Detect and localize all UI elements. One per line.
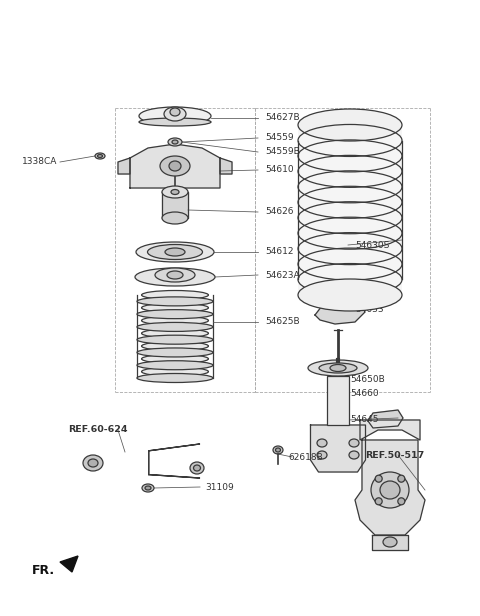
Ellipse shape bbox=[147, 245, 203, 259]
Polygon shape bbox=[220, 158, 232, 174]
Ellipse shape bbox=[88, 459, 98, 467]
Ellipse shape bbox=[375, 498, 382, 505]
Ellipse shape bbox=[142, 329, 208, 338]
Text: 54626: 54626 bbox=[265, 208, 293, 216]
Text: 54645: 54645 bbox=[350, 416, 379, 424]
Ellipse shape bbox=[308, 360, 368, 376]
Ellipse shape bbox=[139, 118, 211, 126]
Ellipse shape bbox=[95, 153, 105, 159]
Ellipse shape bbox=[142, 367, 208, 376]
Text: 31109: 31109 bbox=[205, 482, 234, 492]
Ellipse shape bbox=[298, 109, 402, 141]
Ellipse shape bbox=[317, 439, 327, 447]
Ellipse shape bbox=[142, 354, 208, 363]
Ellipse shape bbox=[142, 484, 154, 492]
Ellipse shape bbox=[170, 108, 180, 116]
Ellipse shape bbox=[160, 156, 190, 176]
Ellipse shape bbox=[398, 498, 405, 505]
Bar bbox=[327, 376, 349, 425]
Ellipse shape bbox=[371, 472, 409, 508]
Ellipse shape bbox=[165, 248, 185, 256]
Text: 54633: 54633 bbox=[355, 306, 384, 315]
Polygon shape bbox=[360, 420, 420, 440]
Ellipse shape bbox=[137, 310, 213, 318]
Ellipse shape bbox=[168, 138, 182, 146]
Text: 62618B: 62618B bbox=[288, 453, 323, 463]
Ellipse shape bbox=[137, 297, 213, 306]
Ellipse shape bbox=[135, 268, 215, 286]
Polygon shape bbox=[315, 298, 365, 324]
Text: FR.: FR. bbox=[32, 564, 55, 577]
Ellipse shape bbox=[97, 155, 103, 158]
Ellipse shape bbox=[171, 190, 179, 195]
Text: 54559B: 54559B bbox=[265, 147, 300, 155]
Ellipse shape bbox=[167, 271, 183, 279]
Ellipse shape bbox=[164, 107, 186, 121]
Ellipse shape bbox=[142, 303, 208, 312]
Text: 54623A: 54623A bbox=[265, 270, 300, 280]
Polygon shape bbox=[149, 444, 200, 478]
Ellipse shape bbox=[317, 451, 327, 459]
Polygon shape bbox=[311, 425, 365, 472]
Ellipse shape bbox=[190, 462, 204, 474]
Ellipse shape bbox=[398, 475, 405, 482]
Ellipse shape bbox=[383, 537, 397, 547]
Ellipse shape bbox=[137, 335, 213, 344]
Polygon shape bbox=[372, 535, 408, 550]
Text: 54559: 54559 bbox=[265, 132, 294, 142]
Ellipse shape bbox=[142, 316, 208, 325]
Polygon shape bbox=[355, 440, 425, 535]
Ellipse shape bbox=[139, 107, 211, 125]
Ellipse shape bbox=[155, 268, 195, 282]
Ellipse shape bbox=[137, 373, 213, 383]
Polygon shape bbox=[60, 556, 78, 572]
Ellipse shape bbox=[298, 279, 402, 311]
Ellipse shape bbox=[349, 451, 359, 459]
Text: 54610: 54610 bbox=[265, 166, 294, 174]
Ellipse shape bbox=[380, 481, 400, 499]
Text: 54660: 54660 bbox=[350, 389, 379, 397]
Text: 54630S: 54630S bbox=[355, 240, 389, 249]
Polygon shape bbox=[368, 410, 403, 428]
Ellipse shape bbox=[193, 465, 201, 471]
Text: REF.60-624: REF.60-624 bbox=[68, 426, 128, 434]
Text: 54650B: 54650B bbox=[350, 375, 385, 384]
Ellipse shape bbox=[136, 242, 214, 262]
Ellipse shape bbox=[83, 455, 103, 471]
Polygon shape bbox=[162, 192, 188, 218]
Ellipse shape bbox=[375, 475, 382, 482]
Ellipse shape bbox=[319, 363, 357, 373]
Text: 54625B: 54625B bbox=[265, 317, 300, 326]
Polygon shape bbox=[118, 158, 130, 174]
Text: 54612: 54612 bbox=[265, 248, 293, 256]
Ellipse shape bbox=[273, 446, 283, 454]
Ellipse shape bbox=[142, 342, 208, 351]
Ellipse shape bbox=[169, 161, 181, 171]
Ellipse shape bbox=[276, 448, 280, 452]
Text: REF.50-517: REF.50-517 bbox=[365, 450, 424, 460]
Ellipse shape bbox=[145, 486, 151, 490]
Ellipse shape bbox=[137, 348, 213, 357]
Ellipse shape bbox=[349, 439, 359, 447]
Ellipse shape bbox=[142, 291, 208, 299]
Ellipse shape bbox=[162, 212, 188, 224]
Ellipse shape bbox=[162, 186, 188, 198]
Bar bbox=[298, 125, 402, 295]
Ellipse shape bbox=[172, 140, 178, 144]
Text: 54627B: 54627B bbox=[265, 113, 300, 123]
Ellipse shape bbox=[137, 361, 213, 370]
Ellipse shape bbox=[330, 365, 346, 371]
Text: 1338CA: 1338CA bbox=[22, 158, 58, 166]
Polygon shape bbox=[337, 292, 350, 305]
Polygon shape bbox=[130, 144, 220, 188]
Ellipse shape bbox=[137, 322, 213, 331]
